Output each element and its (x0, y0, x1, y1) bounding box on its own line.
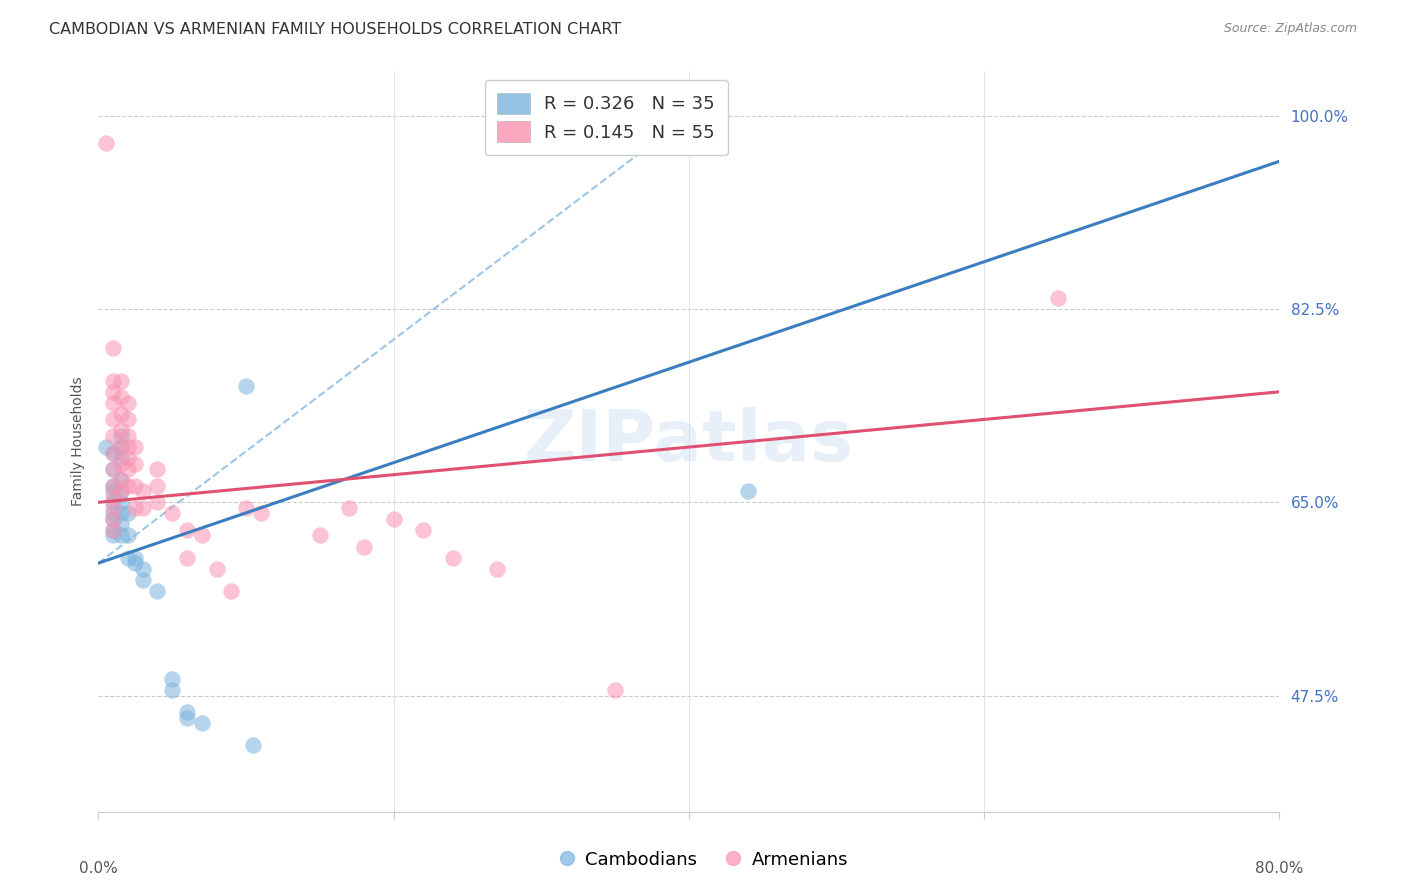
Point (103, 528, 125, 542)
Point (353, 540, 375, 554)
Point (242, 739, 264, 753)
Point (250, 507, 273, 521)
Point (146, 495, 169, 509)
Point (146, 462, 169, 476)
Point (235, 379, 257, 393)
Point (103, 484, 125, 499)
Point (103, 341, 125, 355)
Text: 0.0%: 0.0% (79, 862, 118, 877)
Point (117, 462, 139, 476)
Point (103, 495, 125, 509)
Point (110, 528, 132, 542)
Point (110, 440, 132, 454)
Point (110, 374, 132, 388)
Point (124, 479, 146, 493)
Point (110, 517, 132, 532)
Point (132, 500, 155, 515)
Point (205, 561, 228, 575)
Point (110, 457, 132, 471)
Point (103, 490, 125, 504)
Point (103, 507, 125, 521)
Point (124, 440, 146, 454)
Point (441, 550, 464, 565)
Point (103, 445, 125, 459)
Point (103, 512, 125, 526)
Point (124, 556, 146, 570)
Point (110, 407, 132, 421)
Point (176, 523, 198, 537)
Point (103, 384, 125, 399)
Point (103, 429, 125, 443)
Point (176, 706, 198, 720)
Point (221, 583, 243, 598)
Point (382, 512, 405, 526)
Point (117, 528, 139, 542)
Point (162, 507, 183, 521)
Point (117, 429, 139, 443)
Point (339, 500, 361, 515)
Point (117, 451, 139, 466)
Point (110, 484, 132, 499)
Point (486, 561, 509, 575)
Point (110, 473, 132, 487)
Point (103, 462, 125, 476)
Point (309, 528, 332, 542)
Point (124, 500, 146, 515)
Text: 80.0%: 80.0% (1256, 862, 1303, 877)
Point (132, 561, 155, 575)
Point (110, 484, 132, 499)
Legend: Cambodians, Armenians: Cambodians, Armenians (551, 844, 855, 876)
Point (124, 457, 146, 471)
Point (103, 462, 125, 476)
Point (132, 484, 155, 499)
Legend: R = 0.326   N = 35, R = 0.145   N = 55: R = 0.326 N = 35, R = 0.145 N = 55 (485, 80, 728, 154)
Point (117, 440, 139, 454)
Point (146, 479, 169, 493)
Point (103, 396, 125, 410)
Point (191, 528, 214, 542)
Point (117, 412, 139, 426)
Point (103, 479, 125, 493)
Point (162, 683, 183, 698)
Text: Source: ZipAtlas.com: Source: ZipAtlas.com (1223, 22, 1357, 36)
Point (117, 550, 139, 565)
Point (124, 550, 146, 565)
Point (103, 445, 125, 459)
Point (94, 136, 117, 151)
Point (103, 512, 125, 526)
Point (103, 412, 125, 426)
Point (103, 479, 125, 493)
Point (132, 573, 155, 587)
Point (737, 484, 759, 499)
Point (110, 473, 132, 487)
Point (103, 523, 125, 537)
Point (117, 507, 139, 521)
Point (146, 583, 169, 598)
Point (103, 523, 125, 537)
Point (110, 440, 132, 454)
Point (110, 495, 132, 509)
Point (110, 451, 132, 466)
Y-axis label: Family Households: Family Households (70, 376, 84, 507)
Point (176, 711, 198, 725)
Point (117, 396, 139, 410)
Point (110, 429, 132, 443)
Point (110, 424, 132, 438)
Point (117, 479, 139, 493)
Text: ZIPatlas: ZIPatlas (524, 407, 853, 476)
Point (176, 550, 198, 565)
Point (103, 500, 125, 515)
Point (94, 440, 117, 454)
Point (162, 672, 183, 686)
Point (191, 716, 214, 731)
Point (1046, 291, 1070, 305)
Point (605, 683, 627, 698)
Point (103, 374, 125, 388)
Text: CAMBODIAN VS ARMENIAN FAMILY HOUSEHOLDS CORRELATION CHART: CAMBODIAN VS ARMENIAN FAMILY HOUSEHOLDS … (49, 22, 621, 37)
Point (412, 523, 434, 537)
Point (110, 507, 132, 521)
Point (235, 500, 257, 515)
Point (110, 390, 132, 404)
